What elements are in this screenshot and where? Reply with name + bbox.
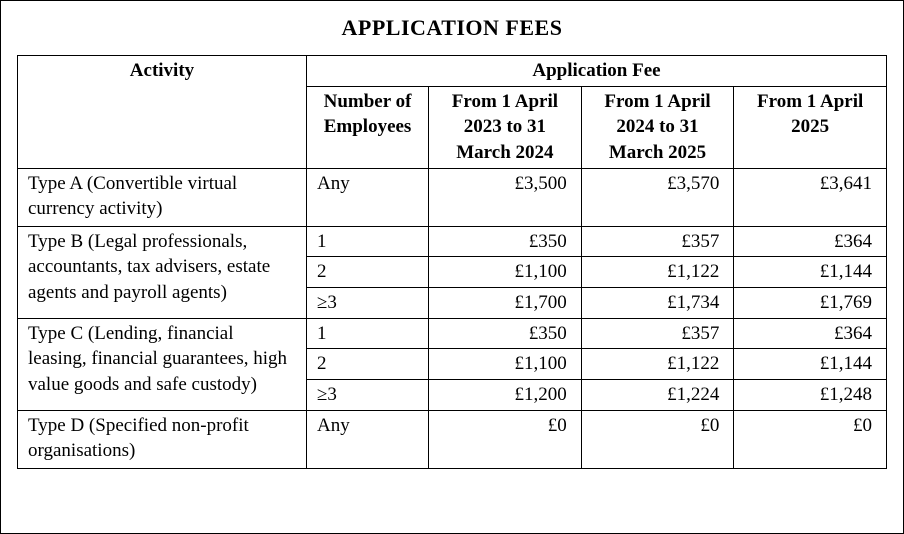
table-row: Type C (Lending, financial leasing, fina… xyxy=(18,318,887,349)
fee-cell-period1: £0 xyxy=(429,410,582,468)
fees-table-head: Activity Application Fee Number of Emplo… xyxy=(18,56,887,169)
activity-cell: Type C (Lending, financial leasing, fina… xyxy=(18,318,307,410)
fee-cell-period3: £1,144 xyxy=(734,257,887,288)
col-header-activity: Activity xyxy=(18,56,307,169)
employees-cell: 1 xyxy=(306,318,428,349)
fee-cell-period1: £350 xyxy=(429,226,582,257)
document-page: APPLICATION FEES Activity Application Fe… xyxy=(0,0,904,534)
fee-cell-period3: £1,248 xyxy=(734,380,887,411)
page-title: APPLICATION FEES xyxy=(17,15,887,41)
fee-cell-period2: £1,122 xyxy=(581,257,734,288)
fee-cell-period1: £1,100 xyxy=(429,257,582,288)
col-header-application-fee: Application Fee xyxy=(306,56,886,87)
fee-cell-period2: £1,224 xyxy=(581,380,734,411)
activity-cell: Type A (Convertible virtual currency act… xyxy=(18,168,307,226)
fee-cell-period3: £0 xyxy=(734,410,887,468)
fee-cell-period2: £1,734 xyxy=(581,288,734,319)
employees-cell: Any xyxy=(306,410,428,468)
fee-cell-period3: £1,144 xyxy=(734,349,887,380)
activity-cell: Type B (Legal professionals, accountants… xyxy=(18,226,307,318)
col-header-period-3: From 1 April 2025 xyxy=(734,86,887,168)
employees-cell: ≥3 xyxy=(306,380,428,411)
table-row: Type B (Legal professionals, accountants… xyxy=(18,226,887,257)
fee-cell-period3: £364 xyxy=(734,226,887,257)
fee-cell-period2: £1,122 xyxy=(581,349,734,380)
fee-cell-period2: £0 xyxy=(581,410,734,468)
fee-cell-period2: £3,570 xyxy=(581,168,734,226)
col-header-period-2: From 1 April 2024 to 31 March 2025 xyxy=(581,86,734,168)
employees-cell: 2 xyxy=(306,349,428,380)
col-header-period-1: From 1 April 2023 to 31 March 2024 xyxy=(429,86,582,168)
fee-cell-period3: £1,769 xyxy=(734,288,887,319)
fee-cell-period1: £1,700 xyxy=(429,288,582,319)
fee-cell-period1: £350 xyxy=(429,318,582,349)
activity-cell: Type D (Specified non-profit organisatio… xyxy=(18,410,307,468)
col-header-number-employees: Number of Employees xyxy=(306,86,428,168)
employees-cell: Any xyxy=(306,168,428,226)
fee-cell-period3: £364 xyxy=(734,318,887,349)
table-row: Type A (Convertible virtual currency act… xyxy=(18,168,887,226)
table-header-row-1: Activity Application Fee xyxy=(18,56,887,87)
fee-cell-period1: £3,500 xyxy=(429,168,582,226)
fee-cell-period2: £357 xyxy=(581,318,734,349)
employees-cell: 2 xyxy=(306,257,428,288)
fee-cell-period2: £357 xyxy=(581,226,734,257)
employees-cell: 1 xyxy=(306,226,428,257)
fees-table: Activity Application Fee Number of Emplo… xyxy=(17,55,887,469)
fee-cell-period1: £1,200 xyxy=(429,380,582,411)
fee-cell-period3: £3,641 xyxy=(734,168,887,226)
fee-cell-period1: £1,100 xyxy=(429,349,582,380)
table-row: Type D (Specified non-profit organisatio… xyxy=(18,410,887,468)
employees-cell: ≥3 xyxy=(306,288,428,319)
fees-table-body: Type A (Convertible virtual currency act… xyxy=(18,168,887,468)
